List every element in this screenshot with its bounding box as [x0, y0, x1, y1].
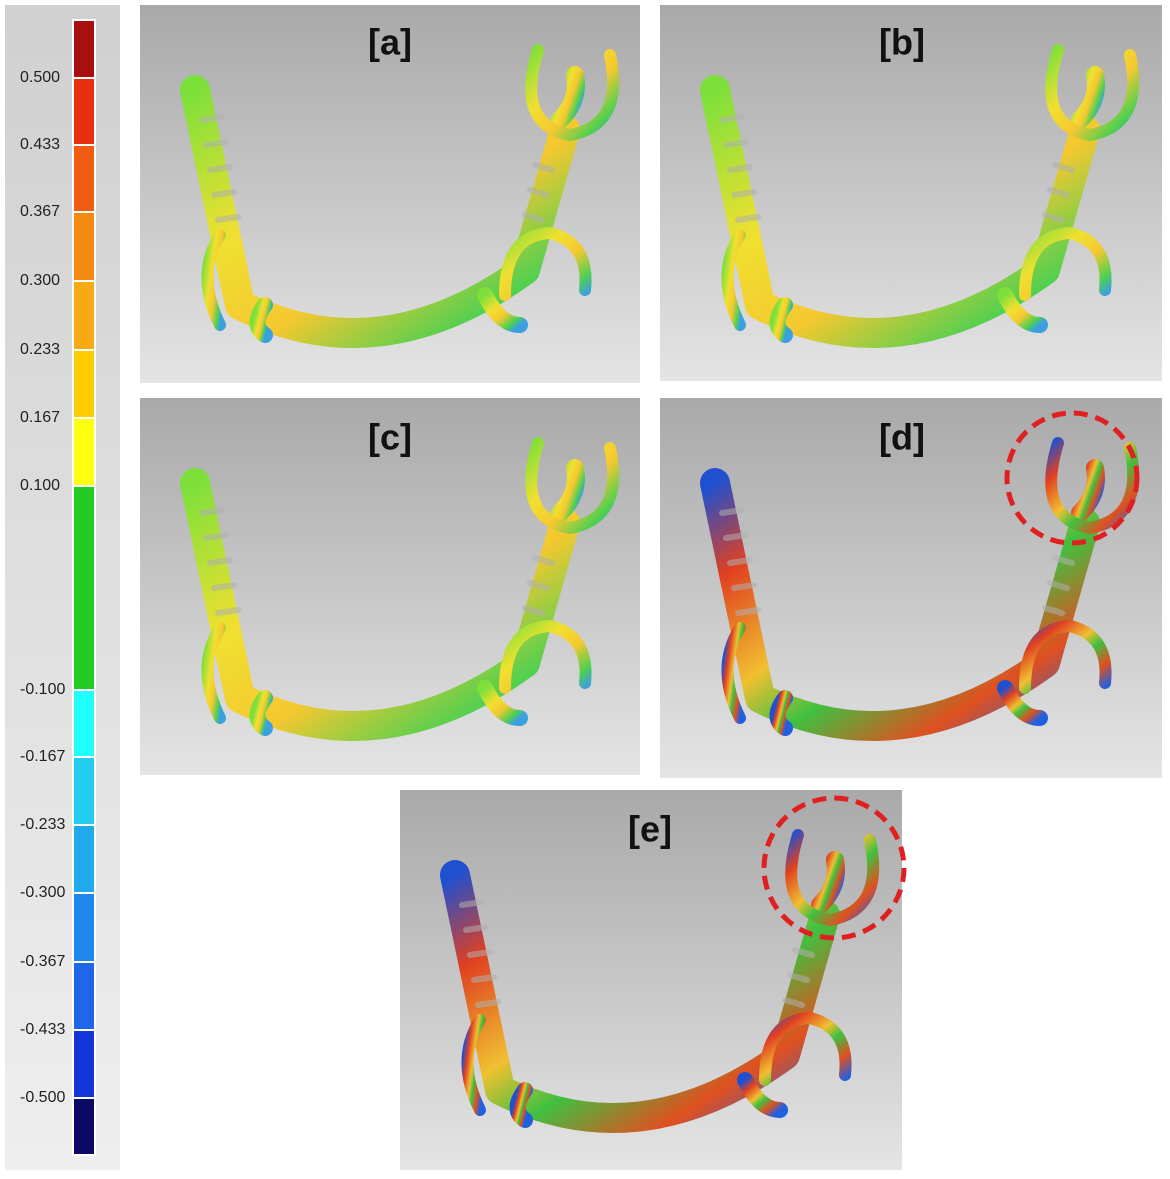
- colorbar-label: 0.433: [20, 136, 60, 153]
- colorbar-background: [5, 5, 120, 1170]
- colorbar-label: 0.300: [20, 272, 60, 289]
- colorbar-label: -0.500: [20, 1089, 65, 1106]
- colorbar-label: 0.167: [20, 409, 60, 426]
- colorbar-label: -0.367: [20, 953, 65, 970]
- panel-label: [a]: [368, 22, 412, 63]
- colorbar-label: -0.100: [20, 681, 65, 698]
- panel-d: [d]: [660, 398, 1162, 778]
- colorbar-label: -0.167: [20, 748, 65, 765]
- panel-c: [c]: [140, 398, 640, 775]
- colorbar: [72, 19, 96, 1156]
- panel-label: [d]: [879, 417, 925, 458]
- panel-label: [b]: [879, 22, 925, 63]
- colorbar-label: -0.433: [20, 1021, 65, 1038]
- colorbar-label: 0.367: [20, 203, 60, 220]
- panel-b: [b]: [660, 5, 1162, 381]
- panel-e: [e]: [400, 790, 907, 1170]
- colorbar-label: -0.300: [20, 884, 65, 901]
- panel-label: [e]: [628, 809, 672, 850]
- colorbar-label: 0.233: [20, 341, 60, 358]
- colorbar-label: 0.100: [20, 477, 60, 494]
- colorbar-label: -0.233: [20, 816, 65, 833]
- colorbar-labels: 0.500 0.433 0.367 0.300 0.233 0.167 0.100 -0.10…: [20, 69, 65, 1106]
- colorbar-label: 0.500: [20, 69, 60, 86]
- panel-a: [a]: [140, 5, 640, 383]
- panel-label: [c]: [368, 417, 412, 458]
